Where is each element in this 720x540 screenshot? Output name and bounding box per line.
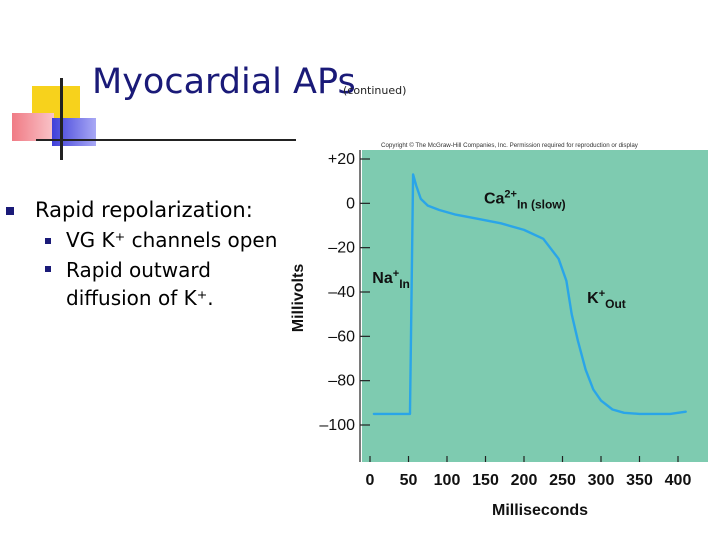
- y-tick-label: –100: [319, 417, 355, 434]
- x-tick-label: 100: [434, 472, 461, 489]
- ion-annotation: K+Out: [587, 288, 626, 311]
- y-tick-label: +20: [328, 151, 355, 168]
- x-tick-label: 200: [511, 472, 538, 489]
- action-potential-trace: [372, 173, 687, 416]
- sub-bullet-marker: [45, 266, 51, 272]
- bullet-rapid-repolarization: Rapid repolarization:: [35, 198, 253, 222]
- x-tick-label: 0: [366, 472, 375, 489]
- x-tick-label: 150: [472, 472, 499, 489]
- x-tick-label: 300: [588, 472, 615, 489]
- decor-horizontal-line: [36, 139, 296, 141]
- bullet-marker: [6, 207, 14, 215]
- x-tick-label: 350: [626, 472, 653, 489]
- decor-red-square: [12, 113, 54, 141]
- x-tick-label: 250: [549, 472, 576, 489]
- y-tick-label: –40: [328, 284, 355, 301]
- y-tick-label: –60: [328, 328, 355, 345]
- x-axis-label: Milliseconds: [492, 502, 588, 519]
- x-tick-label: 400: [665, 472, 692, 489]
- y-axis-label: Millivolts: [290, 264, 307, 333]
- sub-bullet-marker: [45, 238, 51, 244]
- x-tick-label: 50: [400, 472, 418, 489]
- ion-annotation: Ca2+In (slow): [484, 188, 566, 211]
- y-tick-label: 0: [346, 195, 355, 212]
- plot-area: [362, 150, 708, 462]
- sub-bullet-rapid-outward: Rapid outward: [66, 258, 211, 282]
- y-tick-label: –20: [328, 240, 355, 257]
- sub-bullet-rapid-outward-cont: diffusion of K⁺.: [66, 286, 214, 310]
- ion-annotation: Na+In: [372, 268, 410, 291]
- decor-blue-square: [52, 118, 96, 146]
- slide-title: Myocardial APs: [92, 62, 356, 102]
- y-tick-label: –80: [328, 373, 355, 390]
- sub-bullet-vg-k-channels: VG K⁺ channels open: [66, 228, 278, 252]
- copyright-notice: Copyright © The McGraw-Hill Companies, I…: [381, 142, 639, 149]
- slide-subtitle: (continued): [343, 84, 407, 97]
- decor-vertical-line: [60, 78, 63, 160]
